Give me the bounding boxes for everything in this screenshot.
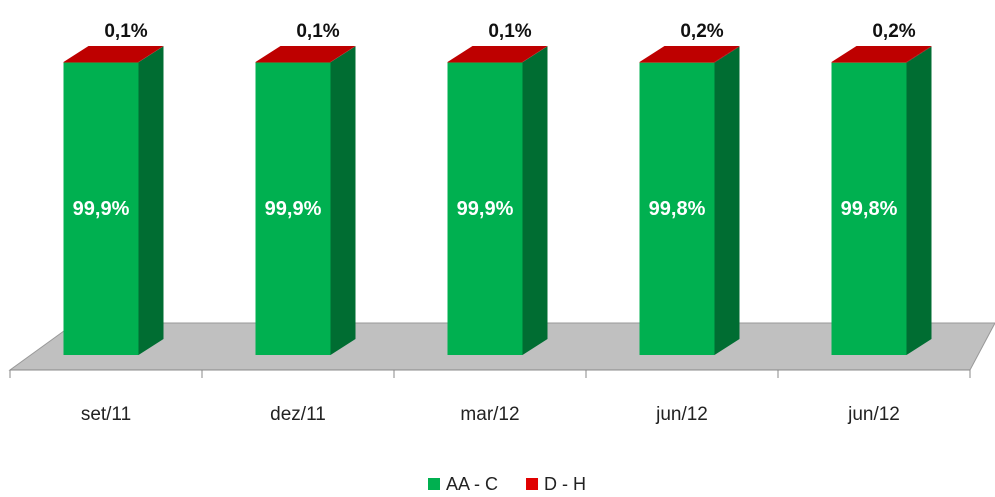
value-label: 99,9% [457,198,514,220]
bar-segment [447,46,548,355]
bar-top [63,46,164,62]
x-ticks: set/11 dez/11 mar/12 jun/12 jun/12 [9,370,971,425]
bar-segment [831,46,932,355]
legend-swatch [428,478,440,490]
bar-front [255,62,331,63]
bar-front [831,62,907,63]
value-label: 99,9% [73,198,130,220]
legend: AA - C D - H [428,474,586,494]
value-label: 99,8% [841,198,898,220]
x-tick-label: jun/12 [847,404,900,425]
bar-top [255,46,356,62]
bar-segment [831,46,932,63]
bar-front [831,62,907,355]
x-tick-label: mar/12 [460,404,519,425]
bar-top [639,46,740,62]
value-label: 99,9% [265,198,322,220]
x-tick-label: jun/12 [655,404,708,425]
value-label: 0,2% [680,21,723,42]
value-label: 0,1% [104,21,147,42]
bar-side [906,46,932,63]
value-label: 0,1% [488,21,531,42]
bar-side [906,46,932,355]
bar-segment [63,46,164,63]
bar-side [330,46,356,355]
bar-top [447,46,548,62]
bar-front [63,62,139,355]
bar-segment [639,46,740,63]
legend-swatch [526,478,539,490]
x-tick-label: dez/11 [270,404,326,425]
value-label: 0,2% [872,21,915,42]
bar-segment [63,46,164,355]
bar-side [714,46,740,63]
bar-segment [255,46,356,63]
x-tick-label: set/11 [81,404,131,425]
bar-top [831,46,932,62]
bar-side [714,46,740,355]
bar-front [255,62,331,355]
bar-segment [639,46,740,355]
bar-front [63,62,139,63]
bar-segment [447,46,548,63]
bar-front [447,62,523,63]
bar-segment [255,46,356,355]
value-label: 0,1% [296,21,339,42]
bar-side [330,46,356,63]
legend-label: AA - C [446,474,498,494]
bar-front [447,62,523,355]
bar-side [522,46,548,63]
bar-front [639,62,715,355]
bar-side [522,46,548,355]
value-label: 99,8% [649,198,706,220]
legend-label: D - H [544,474,586,494]
bars: 99,9% 0,1% 99,9% 0,1% 99,9% 0,1% 99,8% 0,2% 99,8… [63,21,932,355]
bar-side [138,46,164,63]
bar-side [138,46,164,355]
bar-front [639,62,715,63]
